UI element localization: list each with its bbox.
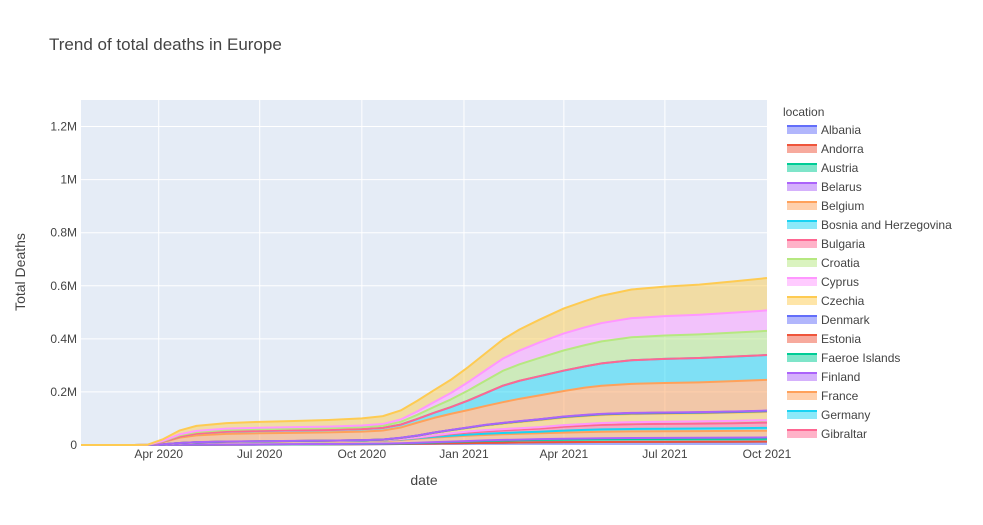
- area-line-16: [81, 354, 768, 446]
- legend-label-4: Belgium: [821, 199, 864, 213]
- legend-item[interactable]: Croatia: [787, 256, 860, 270]
- area-fill-5: [81, 427, 767, 445]
- legend-label-7: Croatia: [821, 256, 860, 270]
- legend-label-12: Faeroe Islands: [821, 351, 900, 365]
- legend-swatch-9: [787, 297, 817, 305]
- area-fill-2: [81, 438, 767, 445]
- legend-label-11: Estonia: [821, 332, 861, 346]
- y-tick-label-3: 0.6M: [50, 279, 77, 293]
- area-series: [81, 277, 768, 446]
- legend-item[interactable]: Gibraltar: [787, 427, 867, 441]
- x-axis-title: date: [410, 472, 437, 488]
- legend-swatch-7: [787, 259, 817, 267]
- legend-label-0: Albania: [821, 123, 861, 137]
- x-tick-label-6: Oct 2021: [743, 447, 792, 461]
- legend-swatch-12: [787, 354, 817, 362]
- chart-title: Trend of total deaths in Europe: [49, 35, 282, 54]
- legend-swatch-0: [787, 126, 817, 134]
- area-fill-19: [81, 278, 767, 445]
- legend-swatch-6: [787, 240, 817, 248]
- legend-item[interactable]: Germany: [787, 408, 870, 422]
- area-fill-14: [81, 379, 767, 445]
- legend-swatch-11: [787, 335, 817, 343]
- x-tick-label-3: Jan 2021: [439, 447, 489, 461]
- legend-swatch-3: [787, 183, 817, 191]
- legend-item[interactable]: Bulgaria: [787, 237, 865, 251]
- area-fill-15: [81, 355, 767, 445]
- legend-item[interactable]: Bosnia and Herzegovina: [787, 218, 952, 232]
- area-fill-9: [81, 411, 767, 445]
- legend-label-15: Germany: [821, 408, 870, 422]
- y-tick-label-4: 0.8M: [50, 226, 77, 240]
- legend-swatch-15: [787, 411, 817, 419]
- legend-label-9: Czechia: [821, 294, 865, 308]
- area-fill-6: [81, 422, 767, 445]
- legend-item[interactable]: Czechia: [787, 294, 865, 308]
- legend-swatch-2: [787, 164, 817, 172]
- legend-item[interactable]: Belarus: [787, 180, 862, 194]
- y-tick-label-0: 0: [70, 438, 77, 452]
- legend-item[interactable]: Denmark: [787, 313, 871, 327]
- legend-swatch-1: [787, 145, 817, 153]
- legend-item[interactable]: Cyprus: [787, 275, 859, 289]
- legend-label-2: Austria: [821, 161, 859, 175]
- x-tick-label-1: Jul 2020: [237, 447, 283, 461]
- legend-swatch-16: [787, 430, 817, 438]
- area-fill-18: [81, 310, 767, 445]
- legend-item[interactable]: France: [787, 389, 859, 403]
- area-line-14: [81, 378, 768, 446]
- legend-item[interactable]: Finland: [787, 370, 860, 384]
- legend-label-1: Andorra: [821, 142, 864, 156]
- x-tick-label-4: Apr 2021: [540, 447, 589, 461]
- legend-label-6: Bulgaria: [821, 237, 865, 251]
- area-line-18: [81, 309, 768, 446]
- legend-item[interactable]: Estonia: [787, 332, 861, 346]
- legend-swatch-8: [787, 278, 817, 286]
- y-tick-label-5: 1M: [60, 173, 77, 187]
- x-axis: Apr 2020 Jul 2020 Oct 2020 Jan 2021 Apr 2021…: [134, 447, 791, 461]
- x-tick-label-2: Oct 2020: [337, 447, 386, 461]
- legend-swatch-13: [787, 373, 817, 381]
- legend-swatch-14: [787, 392, 817, 400]
- area-fill-4: [81, 430, 767, 445]
- y-axis-title: Total Deaths: [12, 233, 28, 311]
- x-tick-label-0: Apr 2020: [134, 447, 183, 461]
- legend-item[interactable]: Andorra: [787, 142, 864, 156]
- legend-label-13: Finland: [821, 370, 860, 384]
- legend-swatch-10: [787, 316, 817, 324]
- y-tick-label-2: 0.4M: [50, 332, 77, 346]
- y-tick-label-1: 0.2M: [50, 385, 77, 399]
- legend-title: location: [783, 105, 824, 119]
- legend-swatch-5: [787, 221, 817, 229]
- legend-swatch-4: [787, 202, 817, 210]
- legend-item[interactable]: Austria: [787, 161, 859, 175]
- legend-label-5: Bosnia and Herzegovina: [821, 218, 952, 232]
- legend-label-8: Cyprus: [821, 275, 859, 289]
- area-line-19: [81, 277, 768, 446]
- y-axis: 0 0.2M 0.4M 0.6M 0.8M 1M 1.2M: [50, 120, 77, 452]
- legend-label-14: France: [821, 389, 859, 403]
- legend-label-3: Belarus: [821, 180, 862, 194]
- area-line-13: [81, 409, 768, 446]
- area-line-3: [81, 436, 768, 446]
- legend-item[interactable]: Albania: [787, 123, 861, 137]
- y-tick-label-6: 1.2M: [50, 120, 77, 134]
- legend-item[interactable]: Faeroe Islands: [787, 351, 900, 365]
- x-tick-label-5: Jul 2021: [642, 447, 688, 461]
- legend: location Albania Andorra Austria Belarus Bel…: [783, 105, 952, 441]
- legend-item[interactable]: Belgium: [787, 199, 864, 213]
- legend-label-16: Gibraltar: [821, 427, 867, 441]
- legend-label-10: Denmark: [821, 313, 871, 327]
- area-fill-17: [81, 330, 767, 445]
